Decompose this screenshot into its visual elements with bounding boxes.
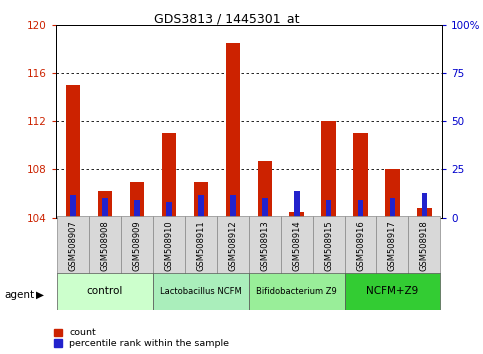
Text: GSM508917: GSM508917 (388, 221, 397, 272)
Bar (121, 216, 153, 274)
Text: Lactobacillus NCFM: Lactobacillus NCFM (160, 287, 242, 296)
Bar (344, 273, 440, 310)
Text: GSM508909: GSM508909 (132, 221, 142, 271)
Bar (357, 200, 363, 218)
Text: Bifidobacterium Z9: Bifidobacterium Z9 (256, 287, 337, 296)
Bar (98, 191, 112, 218)
Text: GSM508908: GSM508908 (100, 221, 110, 272)
Bar (185, 216, 217, 274)
Bar (226, 43, 240, 218)
Bar (385, 170, 399, 218)
Bar (409, 216, 440, 274)
Bar (289, 212, 304, 218)
Text: GSM508916: GSM508916 (356, 221, 365, 272)
Bar (321, 121, 336, 218)
Bar (281, 216, 313, 274)
Text: GSM508913: GSM508913 (260, 221, 269, 272)
Text: GSM508911: GSM508911 (197, 221, 205, 271)
Legend: count, percentile rank within the sample: count, percentile rank within the sample (53, 327, 230, 349)
Text: GDS3813 / 1445301_at: GDS3813 / 1445301_at (154, 12, 300, 25)
Bar (102, 199, 108, 218)
Bar (153, 216, 185, 274)
Bar (57, 273, 153, 310)
Bar (390, 199, 395, 218)
Bar (354, 133, 368, 218)
Bar (89, 216, 121, 274)
Bar (217, 216, 249, 274)
Bar (294, 191, 299, 218)
Text: ▶: ▶ (36, 290, 44, 299)
Bar (230, 195, 236, 218)
Text: control: control (87, 286, 123, 296)
Bar (194, 182, 208, 218)
Bar (326, 200, 331, 218)
Text: NCFM+Z9: NCFM+Z9 (366, 286, 419, 296)
Bar (166, 202, 172, 218)
Bar (134, 200, 140, 218)
Bar (162, 133, 176, 218)
Bar (313, 216, 344, 274)
Bar (130, 182, 144, 218)
Bar (262, 199, 268, 218)
Bar (417, 208, 432, 218)
Bar (249, 216, 281, 274)
Bar (66, 85, 80, 218)
Bar (70, 195, 76, 218)
Text: GSM508914: GSM508914 (292, 221, 301, 271)
Text: GSM508912: GSM508912 (228, 221, 237, 271)
Text: agent: agent (5, 290, 35, 299)
Bar (249, 273, 344, 310)
Bar (57, 216, 89, 274)
Bar (344, 216, 376, 274)
Bar (422, 193, 427, 218)
Text: GSM508918: GSM508918 (420, 221, 429, 272)
Text: GSM508910: GSM508910 (164, 221, 173, 271)
Text: GSM508915: GSM508915 (324, 221, 333, 271)
Bar (257, 161, 272, 218)
Bar (153, 273, 249, 310)
Text: GSM508907: GSM508907 (69, 221, 78, 272)
Bar (376, 216, 409, 274)
Bar (198, 195, 204, 218)
